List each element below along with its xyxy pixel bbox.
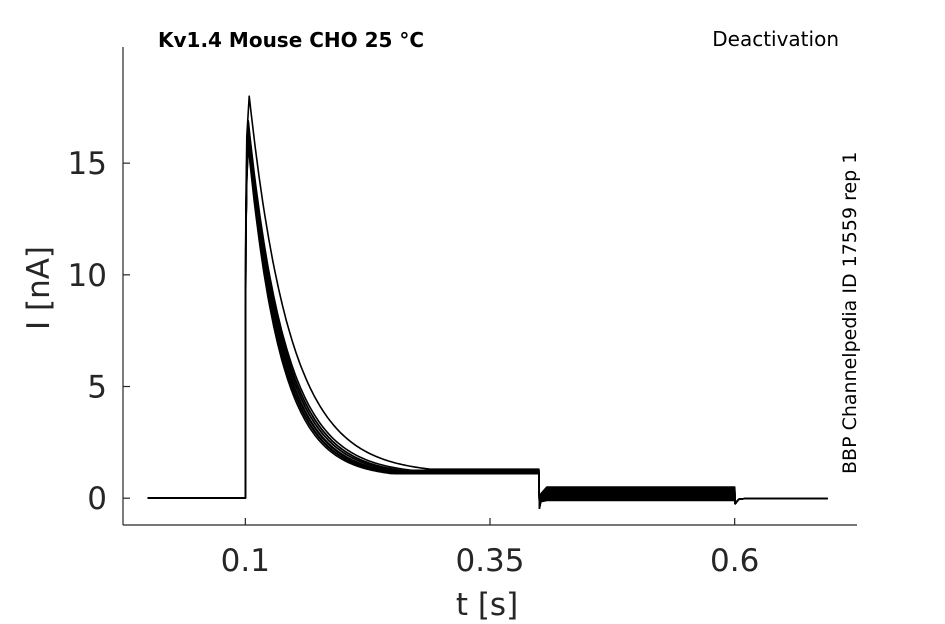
current-trace-13 [147, 144, 828, 510]
y-tick-label: 10 [68, 258, 107, 294]
current-trace-2 [147, 119, 828, 510]
x-tick-label: 0.1 [221, 543, 270, 579]
current-trace-3 [147, 122, 828, 510]
current-trace-10 [147, 137, 828, 510]
current-trace-5 [147, 126, 828, 510]
y-tick-label: 0 [87, 481, 107, 517]
x-tick-group: 0.1 0.35 0.6 [221, 518, 759, 579]
current-trace-11 [147, 140, 828, 510]
y-tick-group: 0 5 10 15 [68, 146, 130, 517]
x-axis-label: t [s] [456, 587, 518, 623]
current-trace-7 [147, 131, 828, 510]
y-tick-label: 5 [87, 370, 107, 406]
current-trace-8 [147, 133, 828, 510]
current-trace-6 [147, 128, 828, 510]
protocol-label: Deactivation [712, 27, 839, 51]
current-trace-12 [147, 142, 828, 510]
current-trace-4 [147, 124, 828, 510]
y-axis-label: I [nA] [21, 246, 57, 330]
trace-group [147, 95, 828, 510]
current-trace-9 [147, 135, 828, 510]
x-tick-label: 0.6 [710, 543, 759, 579]
side-label: BBP Channelpedia ID 17559 rep 1 [839, 152, 861, 474]
x-tick-label: 0.35 [455, 543, 524, 579]
y-tick-label: 15 [68, 146, 107, 182]
chart-title: Kv1.4 Mouse CHO 25 °C [158, 28, 424, 52]
